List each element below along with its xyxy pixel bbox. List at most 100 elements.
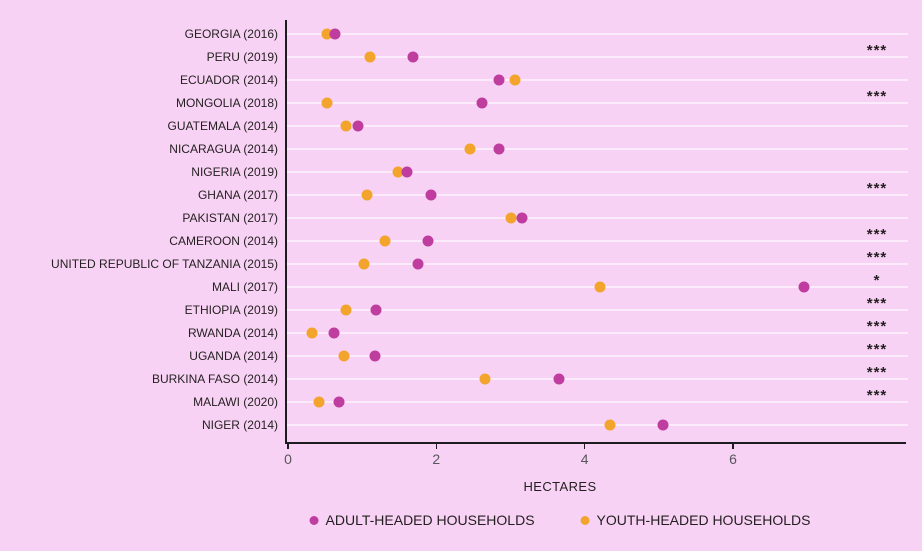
- row-gridline: [287, 355, 908, 357]
- adult-dot: [516, 212, 528, 224]
- adult-dot: [493, 74, 505, 86]
- significance-stars: ***: [866, 88, 888, 105]
- row-gridline: [287, 424, 908, 426]
- legend-item-adult-label: ADULT-HEADED HOUSEHOLDS: [325, 512, 535, 528]
- row-gridline: [287, 309, 908, 311]
- significance-stars: ***: [866, 42, 888, 59]
- row-gridline: [287, 378, 908, 380]
- youth-dot: [338, 350, 350, 362]
- row-label: GHANA (2017): [197, 188, 278, 202]
- youth-dot: [361, 189, 373, 201]
- row-gridline: [287, 148, 908, 150]
- x-tick-mark: [435, 443, 438, 449]
- adult-dot: [328, 327, 340, 339]
- legend-item-youth-label: YOUTH-HEADED HOUSEHOLDS: [596, 512, 811, 528]
- x-tick-label: 4: [580, 451, 589, 467]
- row-gridline: [287, 401, 908, 403]
- youth-dot: [306, 327, 318, 339]
- youth-dot: [313, 396, 325, 408]
- row-gridline: [287, 263, 908, 265]
- adult-dot: [369, 350, 381, 362]
- significance-stars: ***: [866, 295, 888, 312]
- row-label: MALAWI (2020): [193, 395, 278, 409]
- adult-series-dot-icon: [309, 515, 319, 525]
- adult-dot: [425, 189, 437, 201]
- row-label: NICARAGUA (2014): [169, 142, 278, 156]
- adult-dot: [798, 281, 810, 293]
- adult-dot: [329, 28, 341, 40]
- x-tick-mark: [583, 443, 586, 449]
- x-tick-label: 2: [432, 451, 441, 467]
- x-tick-mark: [732, 443, 734, 449]
- row-gridline: [287, 171, 908, 173]
- row-gridline: [287, 217, 908, 219]
- significance-stars: ***: [866, 249, 888, 266]
- youth-dot: [594, 281, 605, 293]
- adult-dot: [476, 97, 488, 109]
- row-gridline: [287, 79, 908, 81]
- adult-dot: [657, 419, 669, 431]
- youth-dot: [364, 51, 376, 63]
- significance-stars: ***: [866, 341, 888, 358]
- youth-dot: [604, 419, 616, 431]
- row-label: ETHIOPIA (2019): [184, 303, 278, 317]
- adult-dot: [553, 373, 565, 385]
- row-gridline: [287, 33, 908, 35]
- row-gridline: [287, 102, 908, 104]
- row-label: NIGER (2014): [201, 418, 278, 432]
- row-label: GUATEMALA (2014): [167, 119, 278, 133]
- row-label: BURKINA FASO (2014): [151, 372, 278, 386]
- legend: ADULT-HEADED HOUSEHOLDS YOUTH-HEADED HOU…: [309, 512, 811, 528]
- row-label: UNITED REPUBLIC OF TANZANIA (2015): [51, 257, 278, 271]
- adult-dot: [401, 166, 413, 178]
- youth-dot: [505, 212, 517, 224]
- significance-stars: ***: [866, 318, 888, 335]
- youth-dot: [321, 97, 333, 109]
- significance-stars: ***: [866, 364, 888, 381]
- row-label: CAMEROON (2014): [169, 234, 278, 248]
- row-label: UGANDA (2014): [189, 349, 278, 363]
- significance-stars: ***: [866, 180, 888, 197]
- youth-dot: [509, 74, 521, 86]
- x-axis-title: HECTARES: [523, 479, 597, 494]
- youth-dot: [358, 258, 370, 270]
- significance-stars: *: [873, 272, 881, 289]
- youth-dot: [479, 373, 491, 385]
- x-axis-line: [285, 442, 906, 444]
- adult-dot: [407, 51, 419, 63]
- row-gridline: [287, 332, 908, 334]
- youth-dot: [464, 143, 476, 155]
- youth-series-dot-icon: [580, 515, 590, 525]
- x-tick-label: 0: [284, 451, 292, 467]
- x-tick-label: 6: [729, 451, 737, 467]
- legend-item-youth: YOUTH-HEADED HOUSEHOLDS: [580, 512, 811, 528]
- row-label: RWANDA (2014): [187, 326, 278, 340]
- y-axis-line: [285, 20, 287, 444]
- x-tick-mark: [287, 443, 289, 449]
- youth-dot: [379, 235, 391, 247]
- row-gridline: [287, 56, 908, 58]
- row-gridline: [287, 125, 908, 127]
- row-label: GEORGIA (2016): [184, 27, 278, 41]
- adult-dot: [370, 304, 382, 316]
- row-label: PERU (2019): [206, 50, 278, 64]
- youth-dot: [340, 304, 352, 316]
- adult-dot: [422, 235, 434, 247]
- legend-item-adult: ADULT-HEADED HOUSEHOLDS: [309, 512, 535, 528]
- youth-dot: [340, 120, 352, 132]
- row-label: MALI (2017): [211, 280, 278, 294]
- significance-stars: ***: [866, 387, 888, 404]
- adult-dot: [412, 258, 424, 270]
- youth-dot: [392, 166, 404, 178]
- row-gridline: [287, 194, 908, 196]
- row-gridline: [287, 240, 908, 242]
- adult-dot: [333, 396, 345, 408]
- adult-dot: [493, 143, 505, 155]
- row-label: NIGERIA (2019): [191, 165, 278, 179]
- significance-stars: ***: [866, 226, 888, 243]
- youth-dot: [321, 28, 333, 40]
- row-label: PAKISTAN (2017): [182, 211, 278, 225]
- row-label: ECUADOR (2014): [179, 73, 278, 87]
- adult-dot: [352, 120, 364, 132]
